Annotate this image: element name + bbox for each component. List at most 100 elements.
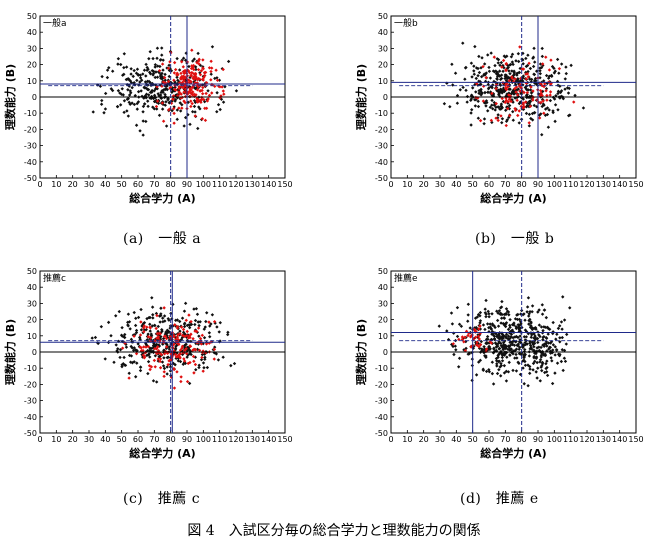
scatter-point: [530, 111, 535, 116]
scatter-point: [558, 336, 562, 340]
scatter-point: [141, 104, 146, 109]
scatter-point: [516, 360, 520, 365]
scatter-point: [184, 318, 188, 323]
scatter-point: [538, 360, 542, 364]
scatter-point: [204, 342, 209, 346]
scatter-point: [160, 71, 164, 76]
scatter-point: [451, 331, 456, 335]
scatter-point: [190, 48, 194, 52]
x-tick-label: 80: [166, 180, 176, 189]
scatter-point: [130, 361, 135, 365]
scatter-point: [145, 65, 149, 70]
scatter-point: [146, 99, 150, 103]
scatter-point: [138, 368, 143, 373]
scatter-point: [484, 104, 488, 108]
scatter-point: [158, 58, 163, 62]
y-tick-label: 50: [27, 267, 37, 276]
scatter-point: [201, 97, 206, 102]
scatter-point: [222, 92, 226, 96]
scatter-point: [542, 111, 546, 116]
scatter-point: [172, 78, 176, 83]
scatter-point: [155, 56, 159, 60]
scatter-point: [482, 117, 487, 121]
scatter-point: [552, 71, 557, 75]
scatter-point: [190, 85, 195, 90]
scatter-point: [521, 62, 525, 66]
scatter-point: [212, 357, 216, 361]
scatter-point: [505, 85, 510, 89]
scatter-point: [197, 365, 201, 370]
scatter-point: [530, 118, 535, 122]
scatter-point: [182, 76, 187, 80]
scatter-point: [184, 351, 189, 356]
scatter-point: [455, 101, 460, 105]
scatter-point: [510, 60, 515, 64]
scatter-point: [215, 78, 220, 82]
scatter-point: [144, 62, 148, 67]
scatter-point: [161, 316, 165, 320]
scatter-point: [513, 77, 517, 81]
scatter-point: [203, 325, 207, 329]
scatter-point: [106, 320, 111, 325]
x-tick-label: 80: [166, 435, 176, 444]
scatter-point: [105, 68, 110, 72]
scatter-point: [185, 379, 190, 384]
x-tick-label: 60: [484, 180, 494, 189]
scatter-point: [189, 319, 193, 324]
scatter-point: [195, 88, 200, 92]
scatter-point: [100, 74, 104, 79]
scatter-point: [175, 73, 179, 77]
scatter-point: [209, 78, 213, 82]
scatter-point: [474, 373, 479, 377]
scatter-point: [161, 68, 165, 72]
scatter-point: [152, 358, 157, 363]
scatter-point: [194, 367, 198, 372]
scatter-point: [209, 72, 213, 76]
scatter-point: [495, 371, 500, 376]
scatter-point: [503, 100, 507, 105]
scatter-point: [166, 79, 171, 84]
scatter-point: [544, 73, 549, 78]
scatter-point: [182, 359, 187, 363]
scatter-point: [155, 313, 159, 318]
scatter-point: [449, 311, 454, 315]
x-tick-label: 90: [182, 180, 192, 189]
scatter-point: [158, 357, 163, 361]
scatter-point: [172, 366, 176, 371]
scatter-point: [448, 105, 452, 109]
scatter-point: [555, 57, 560, 62]
scatter-point: [210, 91, 214, 95]
scatter-point: [538, 76, 542, 80]
scatter-point: [473, 98, 477, 102]
scatter-point: [454, 348, 458, 352]
scatter-point: [477, 70, 482, 75]
scatter-point: [517, 70, 522, 75]
scatter-point: [540, 303, 544, 307]
scatter-point: [500, 65, 504, 69]
y-tick-label: -20: [375, 380, 388, 389]
scatter-point: [472, 69, 476, 73]
scatter-point: [512, 70, 516, 75]
scatter-point: [132, 68, 136, 73]
x-axis-label: 総合学力 (A): [129, 191, 195, 205]
scatter-point: [569, 63, 573, 68]
x-tick-label: 0: [37, 180, 42, 189]
scatter-point: [205, 311, 209, 315]
scatter-point: [518, 45, 522, 49]
scatter-point: [203, 355, 207, 360]
scatter-point: [160, 62, 165, 66]
scatter-point: [134, 330, 139, 335]
scatter-point: [141, 326, 146, 330]
x-tick-label: 30: [84, 180, 94, 189]
scatter-point: [148, 322, 152, 326]
scatter-point: [200, 92, 205, 96]
scatter-point: [132, 310, 136, 315]
scatter-point: [542, 103, 546, 107]
scatter-point: [189, 88, 193, 92]
scatter-point: [147, 93, 151, 97]
scatter-point: [172, 106, 176, 111]
scatter-point: [507, 87, 511, 91]
scatter-point: [451, 83, 455, 87]
scatter-point: [469, 111, 473, 115]
scatter-point: [141, 321, 146, 326]
